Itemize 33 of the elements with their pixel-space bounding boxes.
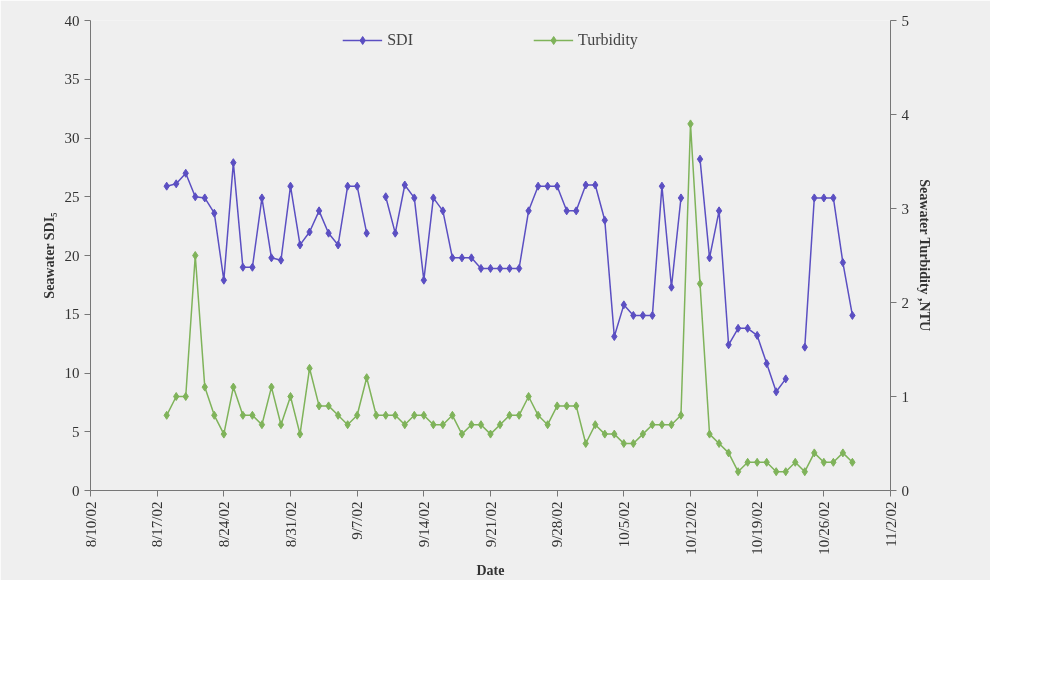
x-tick-label: 8/24/02	[215, 501, 232, 548]
y-tick-label: 0	[72, 482, 80, 499]
legend-label: SDI	[387, 31, 413, 49]
x-tick-label: 8/17/02	[149, 501, 166, 548]
y-axis-title: Seawater SDI₅	[41, 212, 57, 299]
x-tick-label: 11/2/02	[882, 501, 899, 547]
x-axis-title: Date	[476, 562, 505, 578]
x-tick-label: 10/5/02	[615, 501, 632, 548]
y2-tick-label: 3	[901, 200, 909, 217]
x-tick-label: 10/12/02	[682, 501, 699, 555]
y-tick-label: 25	[64, 188, 80, 205]
x-tick-label: 8/10/02	[82, 501, 99, 548]
y-tick-label: 20	[64, 247, 80, 264]
y2-tick-label: 2	[901, 294, 909, 311]
x-tick-label: 9/21/02	[482, 501, 499, 548]
y-tick-label: 35	[64, 71, 80, 88]
y2-tick-label: 4	[901, 106, 910, 123]
y-tick-label: 30	[64, 130, 80, 146]
y2-axis-title: Seawater Turbidity ,NTU	[917, 179, 932, 332]
legend-label: Turbidity	[577, 31, 638, 49]
y-tick-label: 10	[64, 365, 80, 381]
y2-tick-label: 5	[901, 12, 909, 29]
y-tick-label: 40	[64, 12, 80, 29]
x-tick-label: 10/19/02	[749, 501, 766, 555]
y-tick-label: 5	[72, 423, 80, 440]
y2-tick-label: 1	[901, 388, 909, 405]
x-tick-label: 9/28/02	[549, 501, 566, 548]
x-tick-label: 9/14/02	[415, 501, 432, 548]
x-tick-label: 9/7/02	[349, 501, 366, 540]
y-tick-label: 15	[64, 306, 80, 323]
x-tick-label: 10/26/02	[815, 501, 832, 555]
y2-tick-label: 0	[901, 482, 909, 499]
x-tick-label: 8/31/02	[282, 501, 299, 548]
